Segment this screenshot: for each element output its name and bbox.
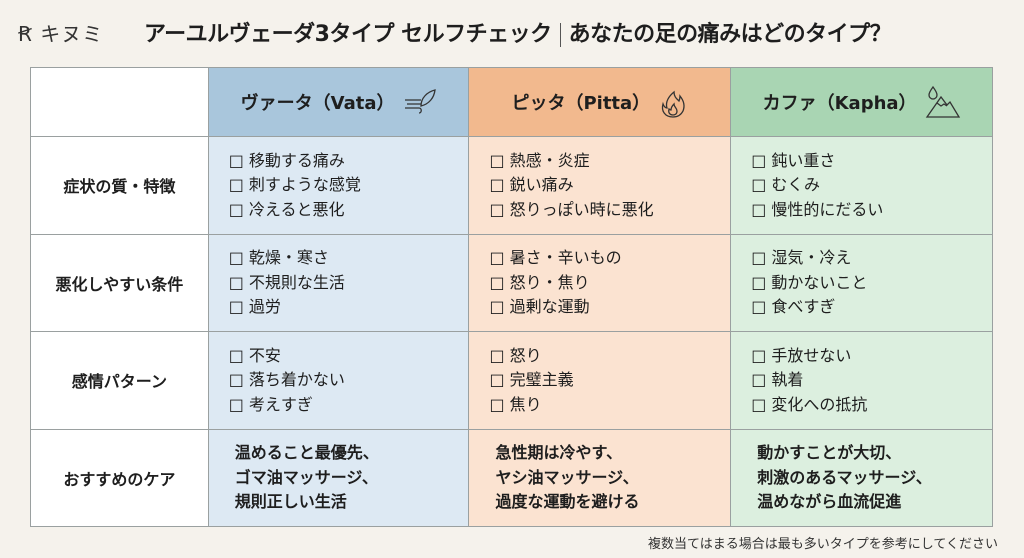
care-line: ヤシ油マッサージ、 <box>495 467 639 487</box>
care-line: 急性期は冷やす、 <box>495 443 623 462</box>
checklist-item[interactable]: □ 落ち着かない <box>228 370 345 389</box>
row-label: 悪化しやすい条件 <box>30 233 209 332</box>
checklist-item[interactable]: □ 動かないこと <box>751 272 868 292</box>
checklist-item[interactable]: □ 怒り <box>489 345 542 365</box>
cell-pitta: □ 暑さ・辛いもの □ 怒り・焦り □ 過剰な運動 <box>468 233 732 332</box>
checklist-item[interactable]: □ 過労 <box>228 297 281 316</box>
title-sub: あなたの足の痛みはどのタイプ？ <box>568 22 892 47</box>
row-emotions: 感情パターン □ 不安 □ 落ち着かない □ 考えすぎ □ 怒り □ 完璧主義 □ 焦り… <box>30 331 993 430</box>
care-line: 刺激のあるマッサージ、 <box>757 467 932 487</box>
cell-kapha: □ 鈍い重さ □ むくみ □ 慢性的にだるい <box>730 136 993 235</box>
checklist-item[interactable]: □ 移動する痛み <box>228 150 345 170</box>
checklist-item[interactable]: □ 湿気・冷え <box>751 248 852 267</box>
checklist-item[interactable]: □ 暑さ・辛いもの <box>489 248 622 267</box>
care-line: ゴマ油マッサージ、 <box>234 467 378 487</box>
checklist-item[interactable]: □ 怒りっぽい時に悪化 <box>489 199 654 219</box>
checklist-item[interactable]: □ 執着 <box>751 370 804 389</box>
logo-text: キヌミ <box>40 22 104 46</box>
care-line: 温めながら血流促進 <box>757 492 902 511</box>
checklist-item[interactable]: □ 鈍い重さ <box>751 150 836 170</box>
flame-icon <box>662 90 685 118</box>
checklist-item[interactable]: □ 食べすぎ <box>751 297 836 316</box>
care-line: 動かすことが大切、 <box>757 443 902 462</box>
care-line: 規則正しい生活 <box>234 492 347 511</box>
header-empty <box>30 67 209 137</box>
cell-vata: □ 不安 □ 落ち着かない □ 考えすぎ <box>207 331 470 430</box>
checklist-item[interactable]: □ 熱感・炎症 <box>489 150 590 170</box>
row-care: おすすめのケア 温めること最優先、 ゴマ油マッサージ、 規則正しい生活 急性期は冷や… <box>30 428 993 527</box>
checklist-item[interactable]: □ 慢性的にだるい <box>751 199 884 219</box>
row-label: 症状の質・特徴 <box>30 136 209 235</box>
logo: Ꞧ キヌミ <box>18 22 104 46</box>
checklist-item[interactable]: □ 完璧主義 <box>489 370 574 389</box>
checklist-item[interactable]: □ 不安 <box>228 345 281 365</box>
checklist-item[interactable]: □ 焦り <box>489 394 542 414</box>
row-label: 感情パターン <box>30 331 209 430</box>
checklist-item[interactable]: □ 乾燥・寒さ <box>228 248 329 267</box>
care-line: 過度な運動を避ける <box>495 492 640 511</box>
cell-kapha: 動かすことが大切、刺激のあるマッサージ、 温めながら血流促進 <box>730 428 993 527</box>
row-conditions: 悪化しやすい条件 □ 乾燥・寒さ □ 不規則な生活 □ 過労 □ 暑さ・辛いもの □ … <box>30 233 993 332</box>
header-label: ピッタ（Pitta） <box>511 93 651 114</box>
cell-pitta: 急性期は冷やす、 ヤシ油マッサージ、 過度な運動を避ける <box>468 428 732 527</box>
header-kapha: カファ（Kapha） <box>730 67 993 137</box>
checklist-item[interactable]: □ 冷えると悪化 <box>228 199 345 219</box>
title-divider <box>559 23 561 47</box>
cell-pitta: □ 熱感・炎症 □ 鋭い痛み □ 怒りっぽい時に悪化 <box>468 136 732 235</box>
header-vata: ヴァータ（Vata） <box>207 67 470 137</box>
cell-kapha: □ 手放せない □ 執着 □ 変化への抵抗 <box>730 331 993 430</box>
checklist-item[interactable]: □ 過剰な運動 <box>489 297 590 316</box>
dosha-table: ヴァータ（Vata） ピッタ（Pitta） カファ（Kapha） 症状の質・特徴… <box>30 67 993 527</box>
title-main: アーユルヴェーダ3タイプ セルフチェック <box>144 22 552 47</box>
row-symptoms: 症状の質・特徴 □ 移動する痛み □ 刺すような感覚 □ 冷えると悪化 □ 熱感・炎… <box>30 136 993 235</box>
checklist-item[interactable]: □ 刺すような感覚 <box>228 175 361 194</box>
cell-pitta: □ 怒り □ 完璧主義 □ 焦り <box>468 331 732 430</box>
wind-feather-icon <box>404 89 436 114</box>
cell-vata: □ 移動する痛み □ 刺すような感覚 □ 冷えると悪化 <box>207 136 470 235</box>
care-line: 温めること最優先、 <box>234 443 379 462</box>
header-row: ヴァータ（Vata） ピッタ（Pitta） カファ（Kapha） <box>30 67 993 137</box>
water-mountain-icon <box>925 85 960 118</box>
header-pitta: ピッタ（Pitta） <box>468 67 732 137</box>
header-label: カファ（Kapha） <box>762 93 917 114</box>
footnote: 複数当てはまる場合は最も多いタイプを参考にしてください <box>648 537 998 552</box>
cell-vata: 温めること最優先、 ゴマ油マッサージ、 規則正しい生活 <box>207 428 470 527</box>
header-label: ヴァータ（Vata） <box>240 93 395 114</box>
checklist-item[interactable]: □ 考えすぎ <box>228 394 313 414</box>
checklist-item[interactable]: □ 鋭い痛み <box>489 175 574 194</box>
checklist-item[interactable]: □ むくみ <box>751 175 821 194</box>
checklist-item[interactable]: □ 変化への抵抗 <box>751 394 868 414</box>
row-label: おすすめのケア <box>30 428 209 527</box>
page-title: アーユルヴェーダ3タイプ セルフチェック あなたの足の痛みはどのタイプ？ <box>144 16 892 48</box>
cell-kapha: □ 湿気・冷え □ 動かないこと □ 食べすぎ <box>730 233 993 332</box>
checklist-item[interactable]: □ 手放せない <box>751 345 852 365</box>
checklist-item[interactable]: □ 怒り・焦り <box>489 272 590 292</box>
checklist-item[interactable]: □ 不規則な生活 <box>228 272 345 292</box>
cell-vata: □ 乾燥・寒さ □ 不規則な生活 □ 過労 <box>207 233 470 332</box>
